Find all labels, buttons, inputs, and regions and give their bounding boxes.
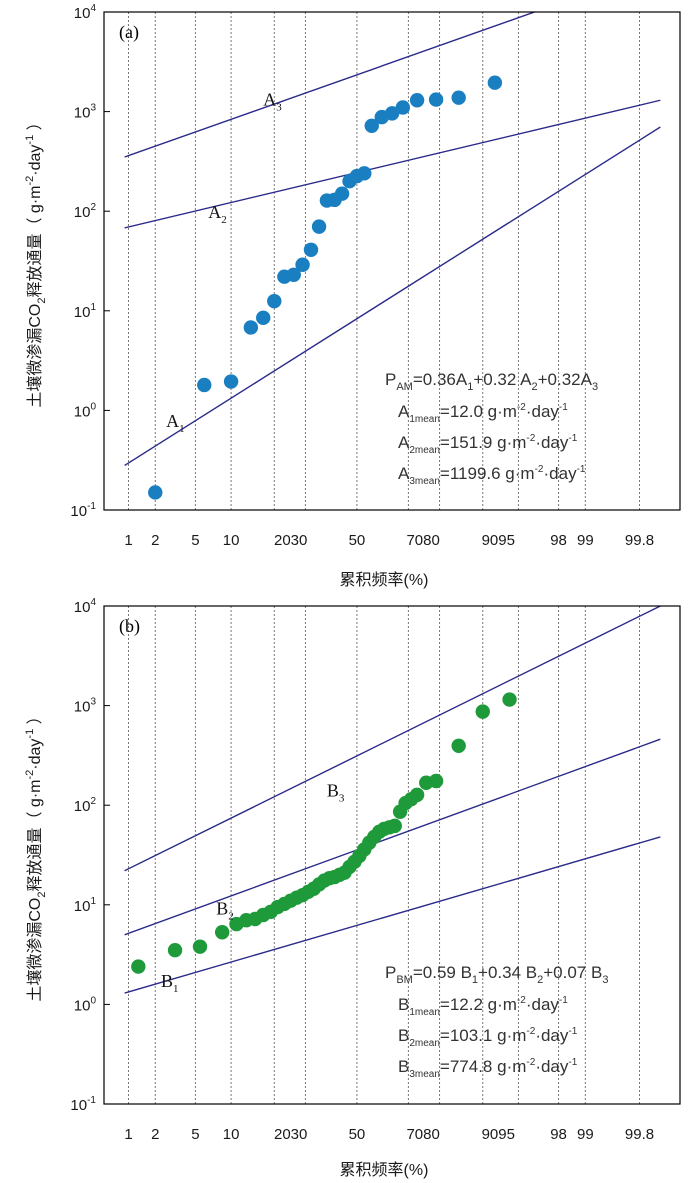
line-label-B1: B1	[161, 971, 179, 995]
y-tick-label: 104	[74, 3, 97, 22]
data-point	[243, 320, 259, 335]
data-point	[214, 925, 230, 940]
y-tick-label: 101	[74, 896, 97, 915]
line-B1	[124, 836, 661, 994]
y-tick-label: 100	[74, 995, 97, 1014]
data-point	[428, 92, 444, 107]
x-tick-label: 5	[191, 532, 199, 549]
x-tick-label: 9095	[482, 1126, 515, 1143]
data-point	[364, 118, 379, 134]
x-tick-label: 10	[223, 1126, 240, 1143]
data-point	[451, 738, 466, 753]
data-point	[387, 818, 402, 834]
data-point	[384, 106, 400, 121]
y-tick-label: 10-1	[70, 501, 96, 520]
line-label-B3: B3	[327, 781, 345, 805]
mean-line: B3mean=774.8 g·m-2·day-1	[398, 1057, 578, 1080]
data-point	[475, 704, 490, 719]
panel-label: (a)	[119, 22, 139, 43]
line-label-A2: A2	[208, 202, 227, 226]
data-point	[428, 773, 444, 789]
data-point	[256, 310, 271, 326]
data-point	[267, 293, 282, 309]
y-tick-label: 102	[74, 202, 97, 221]
x-tick-label: 98	[550, 1126, 567, 1143]
mean-line: A1mean=12.0 g·m-2·day-1	[398, 402, 568, 425]
x-tick-label: 2030	[274, 1126, 307, 1143]
mean-line: B1mean=12.2 g·m-2·day-1	[398, 995, 568, 1018]
y-tick-label: 10-1	[70, 1095, 96, 1114]
x-tick-label: 50	[349, 1126, 366, 1143]
y-tick-label: 104	[74, 597, 97, 616]
y-axis-label: 土壤微渗漏CO2释放通量（ g·m-2·day-1 ）	[24, 114, 48, 407]
panel-label: (b)	[119, 616, 140, 637]
y-tick-label: 103	[74, 103, 97, 122]
x-tick-label: 99	[577, 1126, 594, 1143]
data-point	[409, 93, 425, 108]
formula: PAM=0.36A1+0.32 A2+0.32A3	[385, 370, 598, 393]
x-axis-label: 累积频率(%)	[340, 1161, 429, 1179]
chart-panel-a: 10-1 100 101 102 103 104 1 2 5 10 2030 50 7080 9095 98…	[24, 3, 681, 589]
mean-line: B2mean=103.1 g·m-2·day-1	[398, 1026, 578, 1049]
data-point	[223, 374, 239, 389]
data-point	[451, 90, 466, 105]
line-label-A3: A3	[263, 90, 282, 114]
plot-frame	[103, 605, 681, 1105]
x-tick-label: 2	[151, 1126, 159, 1143]
data-point	[487, 75, 503, 90]
data-point	[167, 943, 183, 958]
y-tick-label: 101	[74, 302, 97, 321]
data-point	[303, 242, 319, 257]
line-A1	[124, 126, 661, 467]
line-label-A1: A1	[166, 411, 185, 435]
mean-line: A2mean=151.9 g·m-2·day-1	[398, 433, 578, 456]
y-axis-label: 土壤微渗漏CO2释放通量（ g·m-2·day-1 ）	[24, 708, 48, 1001]
line-B3	[124, 606, 661, 872]
line-A3	[124, 12, 537, 158]
plot-frame	[103, 11, 681, 511]
x-axis-label: 累积频率(%)	[340, 571, 429, 589]
x-tick-label: 1	[124, 1126, 132, 1143]
data-point	[395, 100, 411, 115]
data-point	[286, 267, 301, 282]
data-point	[409, 787, 425, 803]
x-tick-label: 1	[124, 532, 132, 549]
line-A2	[124, 99, 661, 229]
x-tick-label: 7080	[406, 532, 439, 549]
mean-line: A3mean=1199.6 g·m-2·day-1	[398, 464, 586, 487]
data-point	[502, 692, 517, 707]
x-tick-label: 99.8	[625, 532, 654, 549]
data-point	[148, 485, 163, 500]
formula: PBM=0.59 B1+0.34 B2+0.07 B3	[385, 963, 608, 986]
x-tick-label: 50	[349, 532, 366, 549]
data-point	[334, 186, 350, 201]
y-tick-label: 102	[74, 796, 97, 815]
data-point	[197, 377, 212, 393]
y-tick-label: 103	[74, 697, 97, 716]
x-tick-label: 10	[223, 532, 240, 549]
x-tick-label: 2030	[274, 532, 307, 549]
data-point	[357, 166, 372, 181]
x-tick-label: 99.8	[625, 1126, 654, 1143]
x-tick-label: 2	[151, 532, 159, 549]
chart-panel-b: 10-1 100 101 102 103 104 1 2 5 10 2030 50 7080 9095 98…	[24, 597, 681, 1179]
x-tick-label: 5	[191, 1126, 199, 1143]
data-point	[192, 939, 208, 954]
x-tick-label: 7080	[406, 1126, 439, 1143]
x-tick-label: 99	[577, 532, 594, 549]
data-point	[311, 219, 327, 234]
data-point	[131, 959, 146, 974]
y-tick-label: 100	[74, 401, 97, 420]
x-tick-label: 98	[550, 532, 567, 549]
data-point	[295, 257, 310, 272]
x-tick-label: 9095	[482, 532, 515, 549]
line-label-B2: B2	[216, 898, 234, 922]
line-B2	[124, 738, 661, 936]
